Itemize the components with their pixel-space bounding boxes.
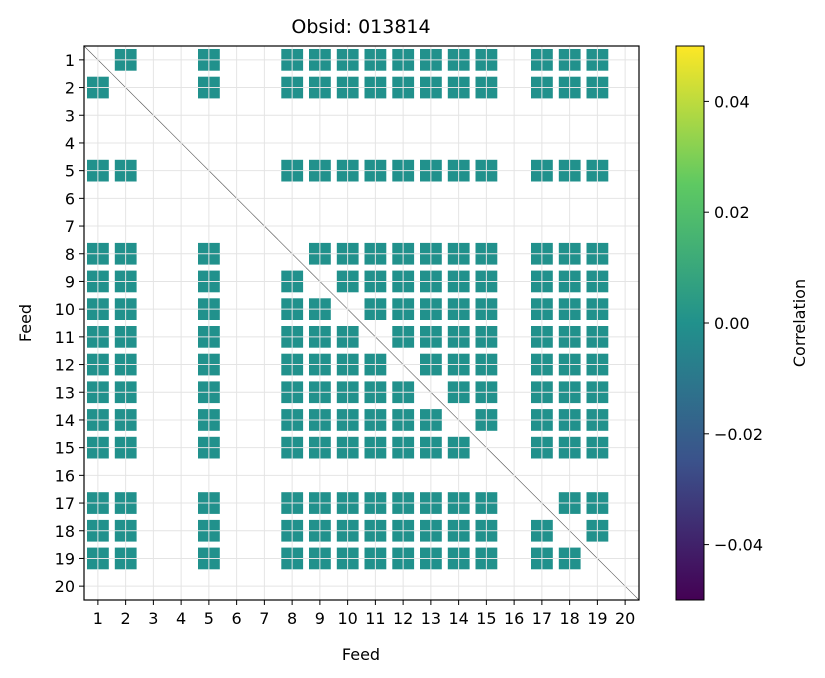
y-tick-label: 7 (65, 217, 75, 236)
y-tick-label: 10 (55, 300, 75, 319)
chart-title: Obsid: 013814 (291, 16, 430, 38)
y-tick-label: 13 (55, 383, 75, 402)
y-tick-label: 17 (55, 494, 75, 513)
y-tick-label: 16 (55, 466, 75, 485)
x-tick-label: 13 (421, 609, 441, 628)
x-tick-label: 20 (615, 609, 635, 628)
x-tick-label: 8 (287, 609, 297, 628)
y-tick-label: 4 (65, 134, 75, 153)
y-tick-label: 11 (55, 328, 75, 347)
y-tick-label: 14 (55, 411, 75, 430)
y-tick-label: 20 (55, 577, 75, 596)
x-tick-label: 5 (204, 609, 214, 628)
heatmap-cells (83, 45, 640, 601)
x-axis-ticks: 1 2 3 4 5 6 7 8 9 10 11 12 13 14 15 16 17 18 19 20 (93, 600, 635, 628)
x-tick-label: 12 (393, 609, 413, 628)
x-tick-label: 10 (337, 609, 357, 628)
y-tick-label: 8 (65, 245, 75, 264)
x-tick-label: 3 (148, 609, 158, 628)
colorbar-gradient-bar (675, 45, 705, 601)
colorbar-tick-label: 0.02 (714, 203, 750, 222)
y-tick-label: 6 (65, 189, 75, 208)
y-tick-label: 5 (65, 162, 75, 181)
colorbar-tick-label: 0.04 (714, 92, 750, 111)
y-tick-label: 19 (55, 549, 75, 568)
x-tick-label: 9 (315, 609, 325, 628)
x-tick-label: 14 (448, 609, 468, 628)
x-tick-label: 4 (176, 609, 186, 628)
colorbar: 0.04 0.02 0.00 −0.02 −0.04 Correlation (675, 45, 809, 601)
colorbar-label: Correlation (790, 279, 809, 367)
x-tick-label: 2 (121, 609, 131, 628)
y-tick-label: 3 (65, 106, 75, 125)
x-tick-label: 16 (504, 609, 524, 628)
y-tick-label: 9 (65, 272, 75, 291)
y-tick-label: 2 (65, 79, 75, 98)
plot-frame (83, 45, 640, 601)
x-tick-label: 18 (559, 609, 579, 628)
x-tick-label: 6 (232, 609, 242, 628)
y-tick-label: 18 (55, 522, 75, 541)
y-axis-label: Feed (16, 304, 35, 342)
colorbar-tick-label: −0.04 (714, 536, 763, 555)
x-tick-label: 11 (365, 609, 385, 628)
x-tick-label: 1 (93, 609, 103, 628)
grid-lines (84, 46, 639, 600)
x-tick-label: 15 (476, 609, 496, 628)
colorbar-tick-label: −0.02 (714, 425, 763, 444)
x-tick-label: 17 (532, 609, 552, 628)
colorbar-tick-label: 0.00 (714, 314, 750, 333)
x-tick-label: 7 (259, 609, 269, 628)
colorbar-ticks: 0.04 0.02 0.00 −0.02 −0.04 (704, 92, 763, 555)
x-axis-label: Feed (342, 645, 380, 664)
y-tick-label: 12 (55, 356, 75, 375)
y-tick-label: 15 (55, 439, 75, 458)
x-tick-label: 19 (587, 609, 607, 628)
y-tick-label: 1 (65, 51, 75, 70)
